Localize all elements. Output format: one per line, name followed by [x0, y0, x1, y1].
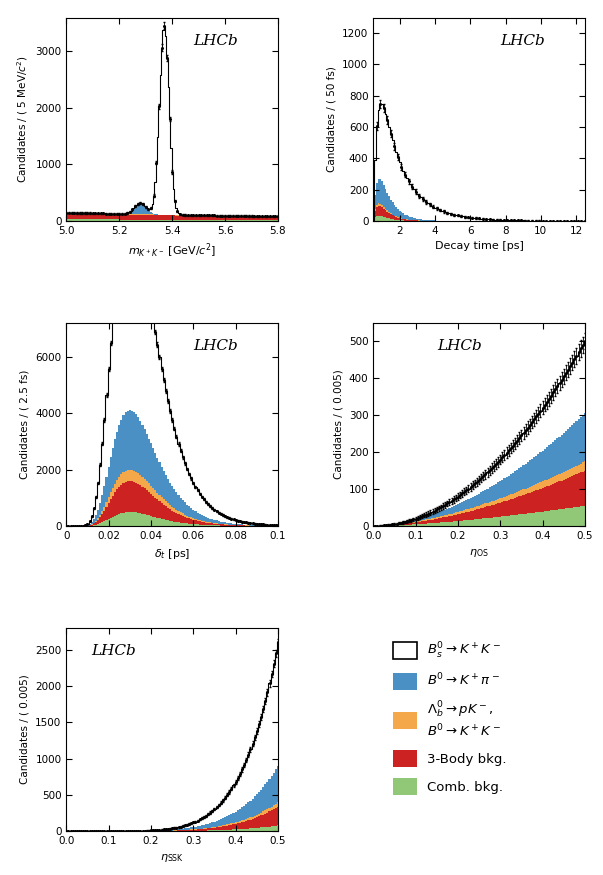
- Y-axis label: Candidates / ( 5 MeV/$c^2$): Candidates / ( 5 MeV/$c^2$): [15, 55, 30, 183]
- X-axis label: Decay time [ps]: Decay time [ps]: [435, 242, 523, 251]
- Y-axis label: Candidates / ( 50 fs): Candidates / ( 50 fs): [327, 66, 336, 172]
- X-axis label: $m_{K^+K^-}$ [GeV/$c^2$]: $m_{K^+K^-}$ [GeV/$c^2$]: [128, 242, 216, 260]
- X-axis label: $\eta_{\mathrm{OS}}$: $\eta_{\mathrm{OS}}$: [469, 547, 489, 558]
- Text: LHCb: LHCb: [437, 339, 481, 353]
- Text: LHCb: LHCb: [194, 34, 238, 48]
- Y-axis label: Candidates / ( 0.005): Candidates / ( 0.005): [20, 675, 30, 784]
- Text: LHCb: LHCb: [500, 34, 545, 48]
- Y-axis label: Candidates / ( 0.005): Candidates / ( 0.005): [333, 369, 343, 480]
- Legend: $B_s^0\to K^+K^-$, $B^0\to K^+\pi^-$, $\Lambda_b^0\to pK^-$,
$B^0\to K^+K^-$, 3-: $B_s^0\to K^+K^-$, $B^0\to K^+\pi^-$, $\…: [390, 639, 510, 797]
- Text: LHCb: LHCb: [194, 339, 238, 353]
- Y-axis label: Candidates / ( 2.5 fs): Candidates / ( 2.5 fs): [20, 369, 30, 480]
- X-axis label: $\eta_{\mathrm{SSK}}$: $\eta_{\mathrm{SSK}}$: [160, 851, 185, 864]
- X-axis label: $\delta_t$ [ps]: $\delta_t$ [ps]: [154, 547, 191, 561]
- Text: LHCb: LHCb: [92, 644, 136, 658]
